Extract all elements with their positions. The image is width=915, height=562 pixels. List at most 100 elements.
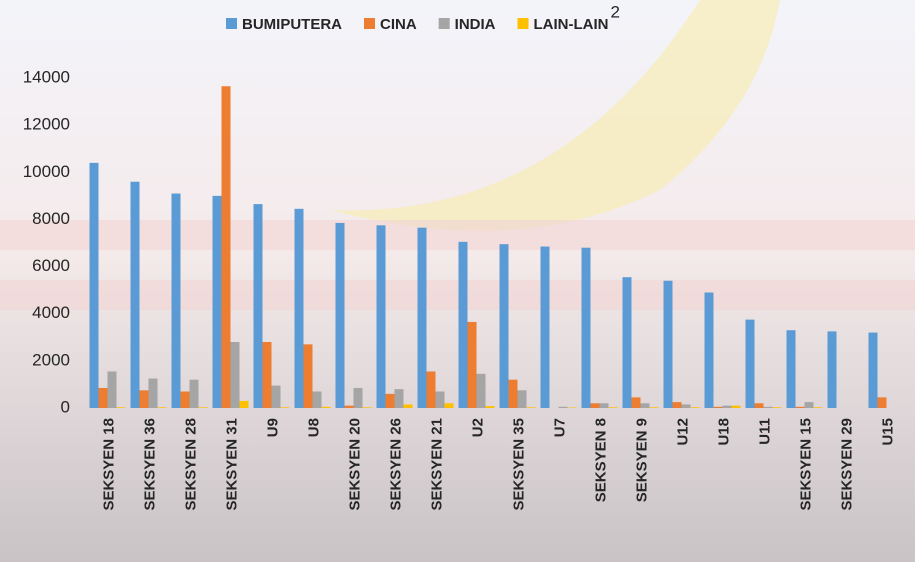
bar [673,402,682,408]
bar [322,407,331,408]
bar [377,225,386,408]
bar [682,404,691,408]
bar [131,182,140,408]
chart: BUMIPUTERACINAINDIALAIN-LAIN 02000400060… [0,0,915,562]
x-tick-label: SEKSYEN 8 [592,418,609,502]
bar [796,407,805,408]
x-tick-label: SEKSYEN 21 [428,418,445,511]
bar [664,281,673,408]
bar [518,390,527,408]
y-tick-label: 14000 [23,67,70,86]
x-tick-label: U12 [674,418,691,446]
bar [632,397,641,408]
bar [755,403,764,408]
bar [418,228,427,408]
bar [787,330,796,408]
x-tick-label: SEKSYEN 9 [633,418,650,502]
legend-label: LAIN-LAIN [534,16,609,33]
bar [436,392,445,409]
y-tick-label: 4000 [32,303,70,322]
bar [445,403,454,408]
bar [345,406,354,408]
bar [600,403,609,408]
x-tick-label: U9 [264,418,281,437]
bar [805,402,814,408]
bar [240,401,249,408]
bar [395,389,404,408]
y-tick-label: 2000 [32,350,70,369]
bar [222,86,231,408]
bar [878,397,887,408]
bar [90,163,99,408]
bar [714,407,723,408]
bar [459,242,468,408]
bar [172,194,181,409]
bar [427,371,436,408]
bar [764,407,773,408]
bar [149,379,158,408]
bar [295,209,304,408]
x-tick-label: SEKSYEN 18 [100,418,117,511]
x-tick-label: SEKSYEN 20 [346,418,363,511]
y-tick-label: 10000 [23,162,70,181]
bar [281,407,290,408]
bar [609,407,618,408]
bar [746,320,755,408]
bar [732,406,741,408]
legend-swatch [364,18,375,29]
legend-label: BUMIPUTERA [242,16,342,33]
x-tick-label: U2 [469,418,486,437]
bar [486,406,495,408]
y-tick-label: 8000 [32,209,70,228]
bar [869,333,878,408]
bar [363,407,372,408]
bar [559,407,568,408]
bar [117,407,126,408]
legend-swatch [226,18,237,29]
x-tick-label: SEKSYEN 36 [141,418,158,511]
bar [254,204,263,408]
bar [477,374,486,408]
bar [623,277,632,408]
x-tick-label: SEKSYEN 31 [223,418,240,511]
bar [263,342,272,408]
bar [773,407,782,408]
bar [99,388,108,408]
bar [304,344,313,408]
bar [828,331,837,408]
bar [705,293,714,409]
legend-swatch [439,18,450,29]
bar [158,407,167,408]
x-tick-label: U15 [879,418,896,446]
x-tick-label: U18 [715,418,732,446]
bar [509,380,518,408]
x-tick-label: SEKSYEN 29 [838,418,855,511]
bar [500,244,509,408]
bar [108,371,117,408]
bar [313,392,322,409]
bar [336,223,345,408]
y-tick-label: 6000 [32,256,70,275]
bar [468,322,477,408]
bar [541,247,550,408]
y-tick-label: 12000 [23,115,70,134]
x-tick-label: U8 [305,418,322,437]
bar [354,388,363,408]
bar [582,248,591,408]
bar [691,407,700,408]
x-tick-label: U7 [551,418,568,437]
annotation: 2 [611,2,620,21]
bar [199,407,208,408]
bar [272,386,281,408]
legend-label: CINA [380,16,417,33]
bar [527,407,536,408]
bar [723,406,732,408]
bar [591,403,600,408]
bar [140,390,149,408]
bar [814,407,823,408]
bar [181,392,190,409]
page: BUMIPUTERACINAINDIALAIN-LAIN 02000400060… [0,0,915,562]
bar [231,342,240,408]
bar [641,403,650,408]
y-tick-label: 0 [61,397,70,416]
